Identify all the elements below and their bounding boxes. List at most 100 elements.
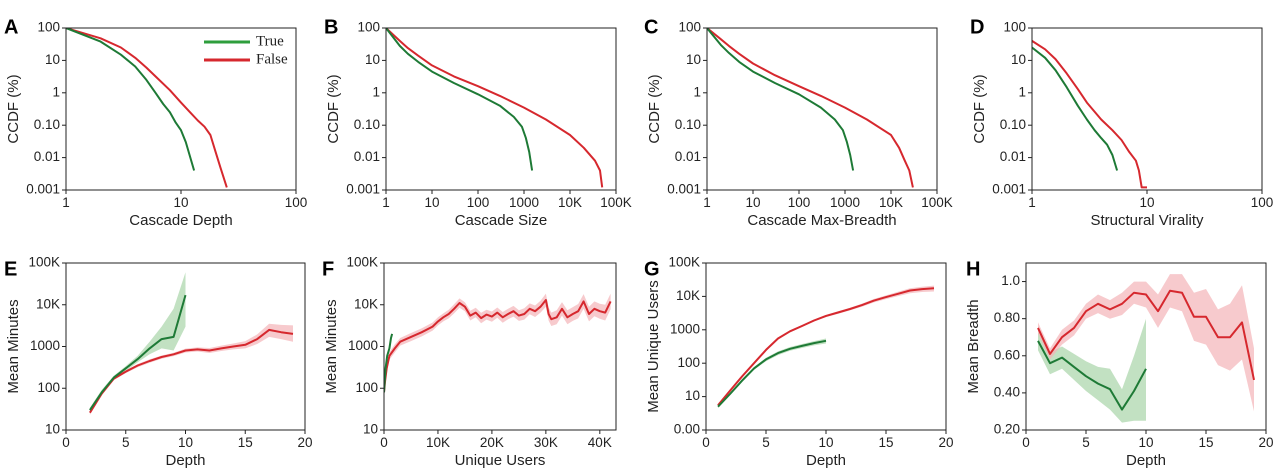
y-tick-label: 0.10 xyxy=(675,117,701,132)
y-tick-label: 0.01 xyxy=(34,149,60,164)
panel-e: E 0 5 10 15 20 10 100 1000 10K 100K Depth Mean Minut… xyxy=(4,255,313,469)
y-tick-label: 1 xyxy=(693,84,701,99)
x-tick-label: 100K xyxy=(921,195,953,210)
y-tick-label: 10 xyxy=(685,388,700,403)
plot-area-c xyxy=(707,28,914,188)
band-true xyxy=(1038,318,1146,423)
plot-area-h xyxy=(1037,274,1255,423)
y-tick-label: 100 xyxy=(355,380,378,395)
plot-area-a xyxy=(66,28,228,188)
y-tick-label: 1.0 xyxy=(1001,273,1020,288)
panel-letter-g: G xyxy=(644,258,660,280)
y-tick-label: 1 xyxy=(52,84,60,99)
y-tick-label: 100K xyxy=(668,255,700,270)
series-line-false xyxy=(66,28,228,188)
y-tick-label: 0.001 xyxy=(992,182,1026,197)
y-tick-label: 0.40 xyxy=(994,384,1020,399)
x-tick-label: 0 xyxy=(1022,435,1030,450)
y-tick-label: 1000 xyxy=(30,338,60,353)
y-tick-label: 100 xyxy=(37,20,60,35)
x-tick-label: 1 xyxy=(382,195,390,210)
panel-letter-a: A xyxy=(4,16,18,38)
y-tick-label: 10 xyxy=(363,422,378,437)
series-line-true xyxy=(386,28,534,171)
panel-g: G 0 5 10 15 20 0.00 10 100 1000 10K 100K Depth Mean U… xyxy=(644,255,954,469)
x-tick-label: 100 xyxy=(467,195,490,210)
x-tick-label: 15 xyxy=(238,435,253,450)
y-tick-label: 100 xyxy=(1003,20,1026,35)
x-tick-label: 20 xyxy=(1258,435,1273,450)
y-tick-label: 0.001 xyxy=(667,182,701,197)
y-tick-label: 10K xyxy=(676,288,700,303)
panel-f: F 0 10K 20K 30K 40K 10 100 1000 10K 100K Unique Use… xyxy=(322,255,617,469)
legend-label-true: True xyxy=(256,33,284,49)
series-line-false xyxy=(1037,289,1255,381)
y-axis-title: CCDF (%) xyxy=(325,74,342,143)
x-tick-label: 10K xyxy=(558,195,582,210)
y-tick-label: 100 xyxy=(37,380,60,395)
x-tick-label: 10 xyxy=(818,435,833,450)
y-tick-label: 0.01 xyxy=(675,149,701,164)
x-tick-label: 20 xyxy=(938,435,953,450)
y-tick-label: 10 xyxy=(686,52,701,67)
series-line-true xyxy=(717,339,827,408)
series-line-false xyxy=(386,28,604,188)
plot-area-f xyxy=(384,293,612,395)
x-tick-label: 10 xyxy=(173,195,188,210)
x-axis-title: Cascade Depth xyxy=(129,212,232,229)
panel-c: C 1 10 100 1000 10K 100K 0.001 0.01 0.10 1 10 100 Cas… xyxy=(644,16,953,229)
x-tick-label: 15 xyxy=(878,435,893,450)
series-line-false xyxy=(384,299,612,393)
panel-letter-d: D xyxy=(970,16,984,38)
x-tick-label: 1 xyxy=(1028,195,1036,210)
y-axis-title: Mean Unique Users xyxy=(645,280,662,413)
x-tick-label: 5 xyxy=(762,435,770,450)
panel-letter-f: F xyxy=(322,258,334,280)
x-axis-title: Unique Users xyxy=(455,452,546,469)
legend-label-false: False xyxy=(256,51,288,67)
x-axis-title: Cascade Size xyxy=(455,212,548,229)
y-axis-title: CCDF (%) xyxy=(5,74,22,143)
panel-d: D 1 10 100 0.001 0.01 0.10 1 10 100 Structural Vir… xyxy=(970,16,1273,229)
x-axis-title: Depth xyxy=(165,452,205,469)
x-tick-label: 10K xyxy=(879,195,903,210)
x-tick-label: 1 xyxy=(703,195,711,210)
x-axis-title: Depth xyxy=(806,452,846,469)
y-tick-label: 100 xyxy=(677,355,700,370)
panel-a: A 1 10 100 0.001 0.01 0.10 1 10 100 Cascade Depth C… xyxy=(4,16,307,229)
y-tick-label: 0.001 xyxy=(346,182,380,197)
x-tick-label: 20 xyxy=(297,435,312,450)
x-tick-label: 1000 xyxy=(830,195,860,210)
series-line-true xyxy=(66,28,196,171)
y-axis-title: Mean Breadth xyxy=(965,299,982,393)
axes-frame xyxy=(383,262,617,431)
x-tick-label: 15 xyxy=(1198,435,1213,450)
series-line-false xyxy=(707,28,914,188)
x-axis-title: Structural Virality xyxy=(1090,212,1204,229)
series-line-false xyxy=(1032,40,1147,189)
series-line-true xyxy=(707,28,855,171)
x-tick-label: 100K xyxy=(600,195,632,210)
plot-area-g xyxy=(717,285,935,408)
y-tick-label: 0.10 xyxy=(34,117,60,132)
x-tick-label: 40K xyxy=(588,435,612,450)
y-tick-label: 10 xyxy=(1011,52,1026,67)
series-line-false xyxy=(717,287,935,406)
y-tick-label: 0.00 xyxy=(674,422,700,437)
y-tick-label: 100K xyxy=(28,255,60,270)
x-tick-label: 1 xyxy=(62,195,70,210)
axes-frame xyxy=(705,262,947,431)
y-tick-label: 0.10 xyxy=(354,117,380,132)
y-tick-label: 0.10 xyxy=(1000,117,1026,132)
y-axis-title: Mean Minutes xyxy=(323,299,340,393)
band-false xyxy=(384,293,611,395)
x-axis-title: Cascade Max-Breadth xyxy=(747,212,896,229)
y-tick-label: 10K xyxy=(36,296,60,311)
x-tick-label: 100 xyxy=(1251,195,1274,210)
y-tick-label: 0.01 xyxy=(354,149,380,164)
y-tick-label: 1000 xyxy=(670,321,700,336)
panel-letter-b: B xyxy=(324,16,338,38)
x-tick-label: 10 xyxy=(178,435,193,450)
x-tick-label: 30K xyxy=(534,435,558,450)
